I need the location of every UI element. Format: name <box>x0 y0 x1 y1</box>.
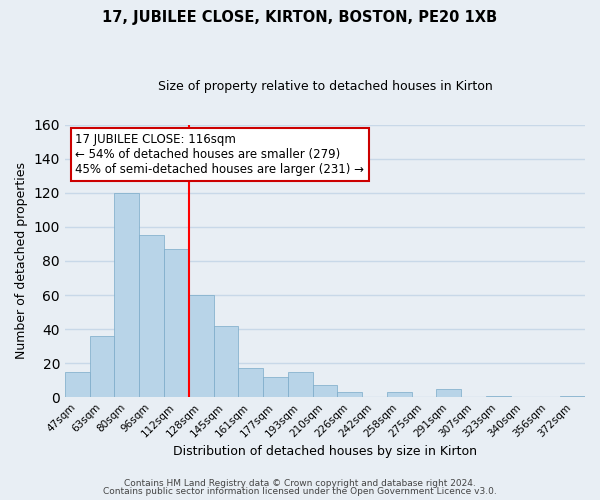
Text: Contains public sector information licensed under the Open Government Licence v3: Contains public sector information licen… <box>103 487 497 496</box>
Bar <box>263 377 288 397</box>
Bar <box>189 295 214 397</box>
Text: 17, JUBILEE CLOSE, KIRTON, BOSTON, PE20 1XB: 17, JUBILEE CLOSE, KIRTON, BOSTON, PE20 … <box>103 10 497 25</box>
Bar <box>65 372 89 397</box>
Title: Size of property relative to detached houses in Kirton: Size of property relative to detached ho… <box>158 80 493 93</box>
Bar <box>313 386 337 397</box>
Bar <box>337 392 362 397</box>
Bar <box>288 372 313 397</box>
Bar <box>115 193 139 397</box>
Bar <box>486 396 511 397</box>
X-axis label: Distribution of detached houses by size in Kirton: Distribution of detached houses by size … <box>173 444 477 458</box>
Bar <box>387 392 412 397</box>
Bar <box>214 326 238 397</box>
Y-axis label: Number of detached properties: Number of detached properties <box>15 162 28 360</box>
Bar <box>164 249 189 397</box>
Bar <box>560 396 585 397</box>
Bar <box>139 236 164 397</box>
Text: 17 JUBILEE CLOSE: 116sqm
← 54% of detached houses are smaller (279)
45% of semi-: 17 JUBILEE CLOSE: 116sqm ← 54% of detach… <box>76 133 364 176</box>
Bar <box>436 388 461 397</box>
Bar <box>89 336 115 397</box>
Text: Contains HM Land Registry data © Crown copyright and database right 2024.: Contains HM Land Registry data © Crown c… <box>124 478 476 488</box>
Bar <box>238 368 263 397</box>
